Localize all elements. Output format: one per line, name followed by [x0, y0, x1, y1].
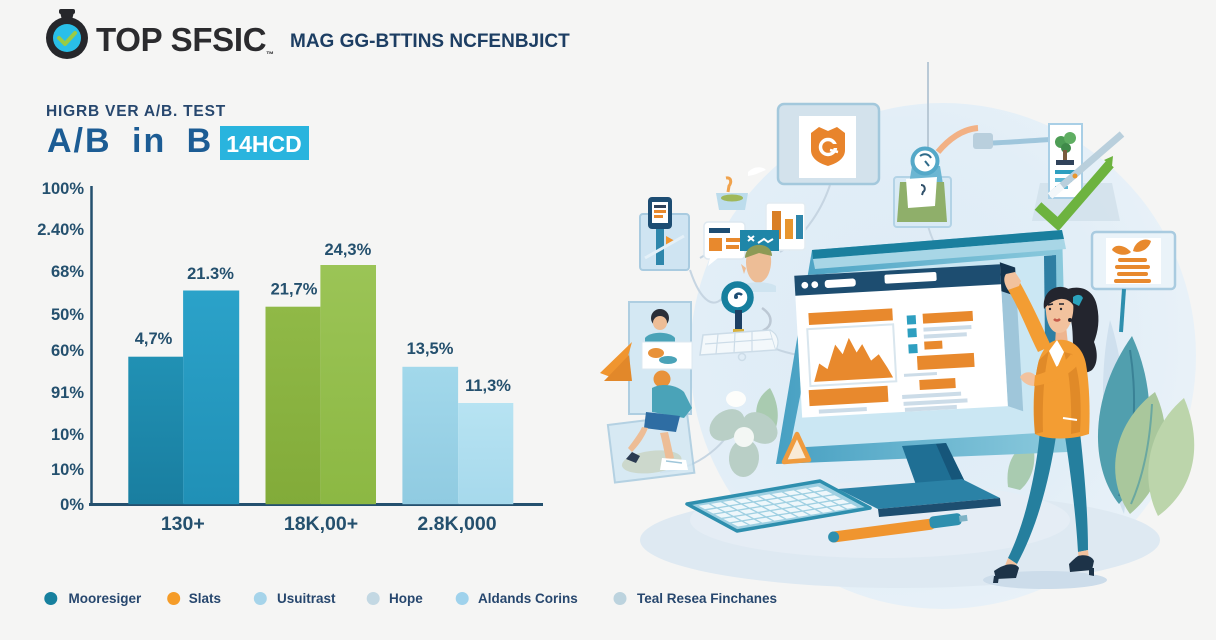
svg-text:11,3%: 11,3% — [465, 377, 511, 395]
svg-text:Aldands Corins: Aldands Corins — [478, 591, 578, 606]
svg-text:10%: 10% — [51, 426, 84, 444]
svg-text:130+: 130+ — [161, 513, 205, 535]
svg-text:Teal Resea Finchanes: Teal Resea Finchanes — [637, 591, 777, 606]
svg-text:68%: 68% — [51, 263, 84, 281]
svg-text:18K,00+: 18K,00+ — [284, 513, 358, 535]
svg-text:Hope: Hope — [389, 591, 423, 606]
svg-text:2.8K,000: 2.8K,000 — [417, 513, 496, 535]
svg-text:13,5%: 13,5% — [407, 340, 454, 358]
svg-text:21,7%: 21,7% — [271, 281, 318, 299]
svg-text:14HCD: 14HCD — [226, 131, 301, 157]
svg-text:HIGRB VER A/B. TEST: HIGRB VER A/B. TEST — [46, 103, 226, 120]
svg-text:Slats: Slats — [189, 591, 221, 606]
svg-text:21.3%: 21.3% — [187, 265, 234, 283]
svg-text:100%: 100% — [42, 180, 85, 198]
svg-text:2.40%: 2.40% — [37, 221, 84, 239]
svg-text:50%: 50% — [51, 306, 84, 324]
svg-text:MAG GG-BTTINS NCFENBJICT: MAG GG-BTTINS NCFENBJICT — [290, 31, 570, 52]
svg-text:60%: 60% — [51, 342, 84, 360]
svg-text:Mooresiger: Mooresiger — [69, 591, 143, 606]
svg-text:™: ™ — [266, 50, 274, 59]
svg-text:0%: 0% — [60, 496, 84, 514]
svg-text:91%: 91% — [51, 384, 84, 402]
svg-text:TOP SFSIC: TOP SFSIC — [96, 21, 266, 58]
svg-text:24,3%: 24,3% — [325, 241, 372, 259]
svg-text:10%: 10% — [51, 461, 84, 479]
svg-text:Usuitrast: Usuitrast — [277, 591, 336, 606]
svg-text:A/B in B: A/B in B — [47, 122, 213, 160]
svg-text:4,7%: 4,7% — [135, 330, 173, 348]
